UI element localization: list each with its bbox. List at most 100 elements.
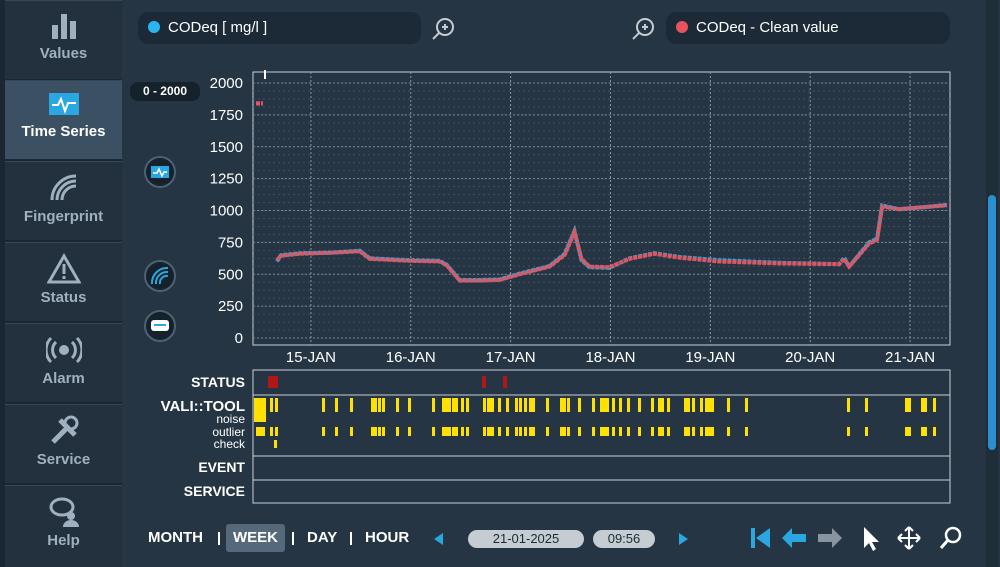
status-flag: [503, 376, 507, 388]
outlier-mark: [592, 427, 595, 436]
outlier-mark: [563, 427, 566, 436]
tool-button[interactable]: [144, 310, 176, 342]
zoom-tool[interactable]: [939, 526, 962, 549]
tool-button[interactable]: [144, 260, 176, 292]
outlier-mark: [466, 427, 469, 436]
vali-mark: [578, 398, 581, 412]
period-button[interactable]: HOUR: [365, 529, 410, 546]
x-tick-label: 17-JAN: [486, 349, 536, 366]
outlier-mark: [491, 427, 494, 436]
vali-mark: [524, 398, 527, 412]
next-button[interactable]: [676, 532, 690, 546]
period-button[interactable]: WEEK: [226, 524, 285, 552]
time-field[interactable]: 09:56: [593, 530, 655, 548]
vali-mark: [350, 398, 353, 412]
vali-mark: [491, 398, 494, 412]
y-tick-label: 1000: [210, 203, 243, 220]
y-tick-label: 250: [218, 298, 243, 315]
outlier-mark: [546, 427, 549, 436]
status-label: noise: [216, 412, 245, 426]
outlier-mark: [270, 427, 273, 436]
nav-item[interactable]: Values: [5, 0, 122, 79]
pointer-tool[interactable]: [864, 527, 879, 551]
period-button[interactable]: MONTH: [148, 529, 203, 546]
outlier-mark: [432, 427, 435, 436]
tool-button[interactable]: [144, 156, 176, 188]
vali-mark: [487, 398, 493, 412]
icon: [49, 497, 79, 527]
outlier-mark: [515, 427, 518, 436]
vali-mark: [529, 398, 535, 412]
nav-item[interactable]: Fingerprint: [5, 161, 122, 240]
vali-mark: [667, 398, 670, 412]
period-button[interactable]: DAY: [307, 529, 338, 546]
outlier-mark: [606, 427, 609, 436]
zoom-icon[interactable]: [630, 16, 656, 42]
selector-label: CODeq - Clean value: [696, 19, 839, 36]
prev-button[interactable]: [432, 532, 446, 546]
nav-item[interactable]: Service: [5, 404, 122, 483]
outlier-mark: [638, 427, 641, 436]
vali-mark: [567, 398, 570, 412]
outlier-mark: [687, 427, 690, 436]
first-button[interactable]: [751, 528, 770, 548]
vali-mark: [905, 398, 908, 412]
vali-mark: [275, 398, 278, 412]
icon: [46, 253, 81, 284]
x-tick-label: 16-JAN: [386, 349, 436, 366]
zoom-icon[interactable]: [430, 16, 456, 42]
selector-label: CODeq [ mg/l ]: [168, 19, 268, 36]
outlier-mark: [567, 427, 570, 436]
vali-mark: [378, 398, 381, 412]
nav-label: Fingerprint: [23, 208, 104, 225]
vali-mark: [908, 398, 911, 412]
vali-mark: [638, 398, 641, 412]
date-field[interactable]: 21-01-2025: [468, 530, 584, 548]
series-selector[interactable]: CODeq - Clean value: [666, 12, 950, 44]
status-flag: [482, 376, 486, 388]
side-tools: [144, 156, 176, 342]
outlier-mark: [560, 427, 563, 436]
outlier-mark: [933, 427, 936, 436]
vali-mark: [448, 398, 451, 412]
outlier-mark: [275, 427, 278, 436]
outlier-mark: [921, 427, 927, 436]
vali-mark: [442, 398, 445, 412]
nav-item[interactable]: Status: [5, 242, 122, 321]
x-tick-label: 20-JAN: [785, 349, 835, 366]
vali-mark: [408, 398, 411, 412]
outlier-mark: [442, 427, 445, 436]
vali-mark: [700, 398, 703, 412]
series-selector[interactable]: CODeq [ mg/l ]: [138, 12, 421, 44]
scrollbar[interactable]: [986, 0, 998, 567]
vali-mark: [519, 398, 522, 412]
x-tick-label: 18-JAN: [585, 349, 635, 366]
x-tick-label: 21-JAN: [885, 349, 935, 366]
back-button[interactable]: [782, 528, 806, 548]
forward-button[interactable]: [818, 528, 842, 548]
range-badge[interactable]: 0 - 2000: [130, 82, 200, 101]
nav-item[interactable]: Alarm: [5, 323, 122, 402]
y-tick-label: 1750: [210, 107, 243, 124]
nav-item[interactable]: Time Series: [5, 80, 122, 159]
vali-mark: [396, 398, 399, 412]
vali-mark: [865, 398, 868, 412]
status-label: check: [214, 437, 246, 451]
vali-mark: [498, 398, 501, 412]
vali-mark: [658, 398, 664, 412]
series-line: [256, 101, 948, 283]
vali-mark: [684, 398, 687, 412]
pan-tool[interactable]: [897, 526, 921, 550]
outlier-mark: [529, 427, 535, 436]
y-tick-label: 2000: [210, 75, 243, 92]
status-label: STATUS: [191, 374, 245, 390]
y-tick-label: 500: [218, 266, 243, 283]
outlier-mark: [322, 427, 325, 436]
status-frame: [252, 369, 951, 504]
vali-mark: [270, 398, 273, 412]
nav-item[interactable]: Help: [5, 485, 122, 567]
scroll-thumb[interactable]: [988, 195, 996, 450]
outlier-mark: [745, 427, 748, 436]
vali-mark: [708, 398, 714, 412]
